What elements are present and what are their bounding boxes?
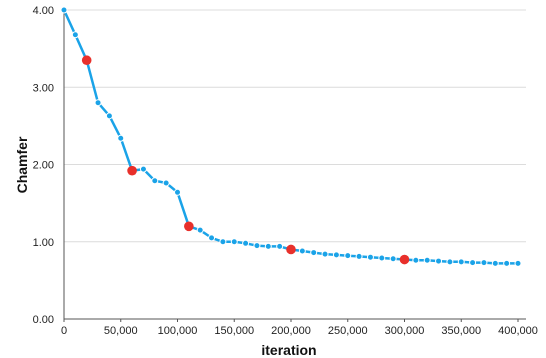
y-tick-label: 0.00 bbox=[33, 314, 54, 326]
data-point bbox=[321, 250, 329, 258]
x-tick-label: 400,000 bbox=[498, 325, 538, 337]
x-tick-label: 250,000 bbox=[328, 325, 368, 337]
x-axis-label: iteration bbox=[261, 342, 316, 358]
grid-lines bbox=[64, 9, 526, 243]
data-point bbox=[514, 259, 522, 267]
data-point bbox=[208, 234, 216, 242]
data-point bbox=[480, 259, 488, 267]
x-tick-label: 200,000 bbox=[271, 325, 311, 337]
data-point bbox=[355, 252, 363, 260]
axes bbox=[63, 10, 526, 322]
data-point bbox=[469, 259, 477, 267]
y-tick-labels: 0.00 1.00 2.00 3.00 4.00 bbox=[33, 5, 54, 326]
data-point bbox=[423, 256, 431, 264]
x-tick-label: 0 bbox=[61, 325, 67, 337]
y-tick-label: 4.00 bbox=[33, 5, 54, 17]
highlight-point bbox=[399, 254, 410, 265]
data-point bbox=[298, 247, 306, 255]
y-tick-label: 1.00 bbox=[33, 237, 54, 249]
x-tick-label: 150,000 bbox=[214, 325, 254, 337]
data-point bbox=[310, 249, 318, 257]
data-point bbox=[196, 226, 204, 234]
data-point bbox=[435, 257, 443, 265]
highlight-point bbox=[286, 244, 296, 255]
data-point bbox=[503, 259, 511, 267]
x-tick-label: 300,000 bbox=[385, 325, 425, 337]
data-point bbox=[219, 238, 227, 246]
data-point bbox=[332, 251, 340, 259]
data-point bbox=[344, 252, 352, 260]
data-point bbox=[117, 134, 125, 142]
data-point bbox=[105, 112, 113, 120]
data-point bbox=[60, 6, 68, 14]
data-point bbox=[253, 242, 261, 250]
series-line bbox=[62, 9, 518, 265]
highlight-point bbox=[127, 165, 137, 176]
data-point bbox=[139, 165, 147, 173]
highlight-points bbox=[81, 55, 410, 265]
data-point bbox=[230, 238, 238, 246]
x-tick-label: 50,000 bbox=[104, 325, 138, 337]
data-point bbox=[446, 258, 454, 266]
data-point bbox=[94, 99, 102, 107]
x-tick-labels: 0 50,000 100,000 150,000 200,000 250,000 300,0… bbox=[61, 325, 538, 337]
y-tick-label: 2.00 bbox=[33, 160, 54, 172]
series-group bbox=[60, 6, 522, 267]
data-point bbox=[378, 254, 386, 262]
x-tick-label: 350,000 bbox=[441, 325, 481, 337]
y-tick-label: 3.00 bbox=[33, 82, 54, 94]
data-point bbox=[389, 255, 397, 263]
data-point bbox=[366, 253, 374, 261]
data-point bbox=[491, 259, 499, 267]
data-point bbox=[457, 258, 465, 266]
data-point bbox=[162, 179, 170, 187]
highlight-point bbox=[81, 55, 92, 66]
data-point bbox=[174, 188, 181, 196]
data-point bbox=[264, 242, 272, 250]
y-axis-label: Chamfer bbox=[14, 136, 30, 193]
data-point bbox=[412, 256, 420, 264]
highlight-point bbox=[184, 221, 194, 232]
data-point bbox=[151, 177, 159, 185]
data-point bbox=[276, 242, 284, 250]
x-tick-label: 100,000 bbox=[158, 325, 198, 337]
data-point bbox=[71, 31, 79, 39]
data-point bbox=[242, 239, 250, 247]
